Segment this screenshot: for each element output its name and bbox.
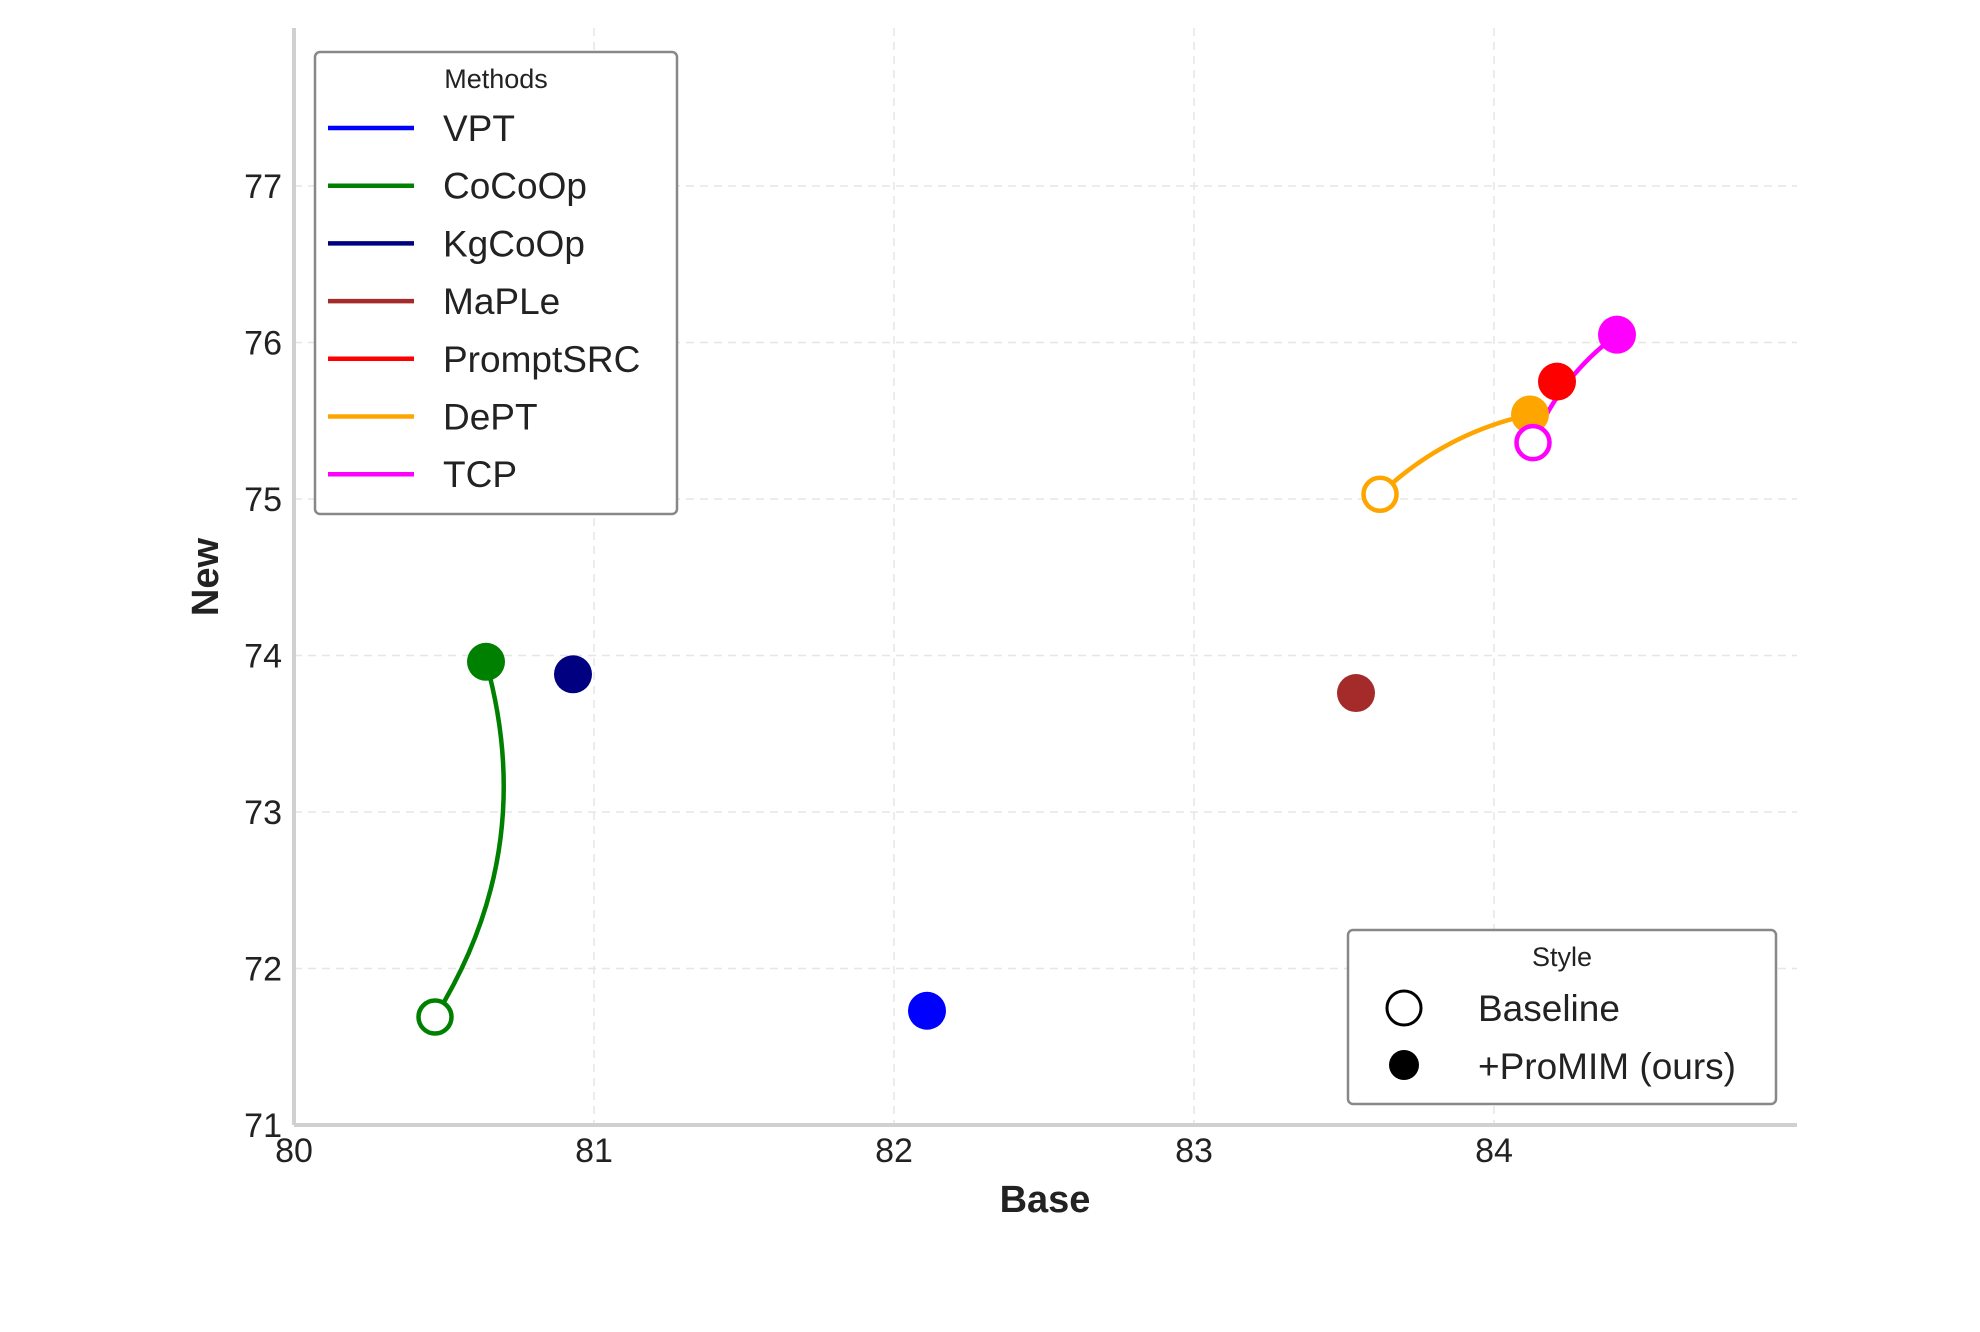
point-baseline-dept bbox=[1361, 475, 1399, 514]
y-axis-title: New bbox=[185, 537, 227, 616]
legend-label-tcp: TCP bbox=[443, 454, 517, 495]
style-legend-box bbox=[1346, 928, 1778, 1106]
promim-legend-marker bbox=[1389, 1050, 1419, 1080]
legend-label-kgcoop: KgCoOp bbox=[443, 223, 585, 264]
baseline-legend-label: Baseline bbox=[1478, 988, 1620, 1029]
methods-legend-title: Methods bbox=[444, 64, 548, 94]
point-baseline-tcp bbox=[1514, 423, 1552, 462]
curve-dept bbox=[1378, 412, 1531, 496]
x-tick-label: 82 bbox=[875, 1132, 913, 1170]
legend-label-maple: MaPLe bbox=[443, 281, 560, 322]
y-tick-label: 75 bbox=[244, 481, 282, 519]
axes bbox=[292, 28, 1797, 1127]
y-tick-label: 77 bbox=[244, 168, 282, 206]
x-tick-label: 80 bbox=[275, 1132, 313, 1170]
promim-legend-label: +ProMIM (ours) bbox=[1478, 1046, 1736, 1087]
point-promim-tcp bbox=[1598, 315, 1636, 354]
y-tick-label: 74 bbox=[244, 638, 282, 676]
legend-label-promptsrc: PromptSRC bbox=[443, 339, 640, 380]
point-baseline-cocoop bbox=[416, 998, 454, 1036]
point-promim-cocoop bbox=[467, 642, 505, 681]
y-tick-label: 72 bbox=[244, 951, 282, 989]
methods-legend: Methods VPT CoCoOp KgCoOp MaPLe PromptSRC DeP… bbox=[313, 50, 679, 516]
x-tick-label: 83 bbox=[1175, 1132, 1213, 1170]
legend-label-cocoop: CoCoOp bbox=[443, 166, 587, 207]
point-promim-vpt bbox=[908, 991, 946, 1030]
style-legend: Style Baseline +ProMIM (ours) bbox=[1346, 928, 1778, 1106]
curve-cocoop bbox=[433, 661, 506, 1019]
x-axis-title: Base bbox=[1000, 1179, 1091, 1221]
x-tick-labels: 80 81 82 83 84 bbox=[275, 1132, 1513, 1170]
point-promim-promptsrc bbox=[1538, 362, 1576, 401]
series-points bbox=[416, 315, 1636, 1036]
baseline-legend-marker bbox=[1385, 989, 1423, 1027]
point-promim-dept bbox=[1511, 395, 1549, 434]
point-promim-kgcoop bbox=[554, 655, 592, 694]
y-tick-labels: 71 72 73 74 75 76 77 bbox=[244, 168, 282, 1145]
y-tick-label: 76 bbox=[244, 325, 282, 363]
point-promim-maple bbox=[1337, 674, 1375, 713]
y-tick-label: 73 bbox=[244, 794, 282, 832]
legend-label-vpt: VPT bbox=[443, 108, 515, 149]
style-legend-title: Style bbox=[1532, 942, 1592, 972]
x-tick-label: 81 bbox=[575, 1132, 613, 1170]
x-tick-label: 84 bbox=[1475, 1132, 1513, 1170]
y-tick-label: 71 bbox=[244, 1107, 282, 1145]
methods-legend-box bbox=[313, 50, 679, 516]
legend-label-dept: DePT bbox=[443, 397, 538, 438]
